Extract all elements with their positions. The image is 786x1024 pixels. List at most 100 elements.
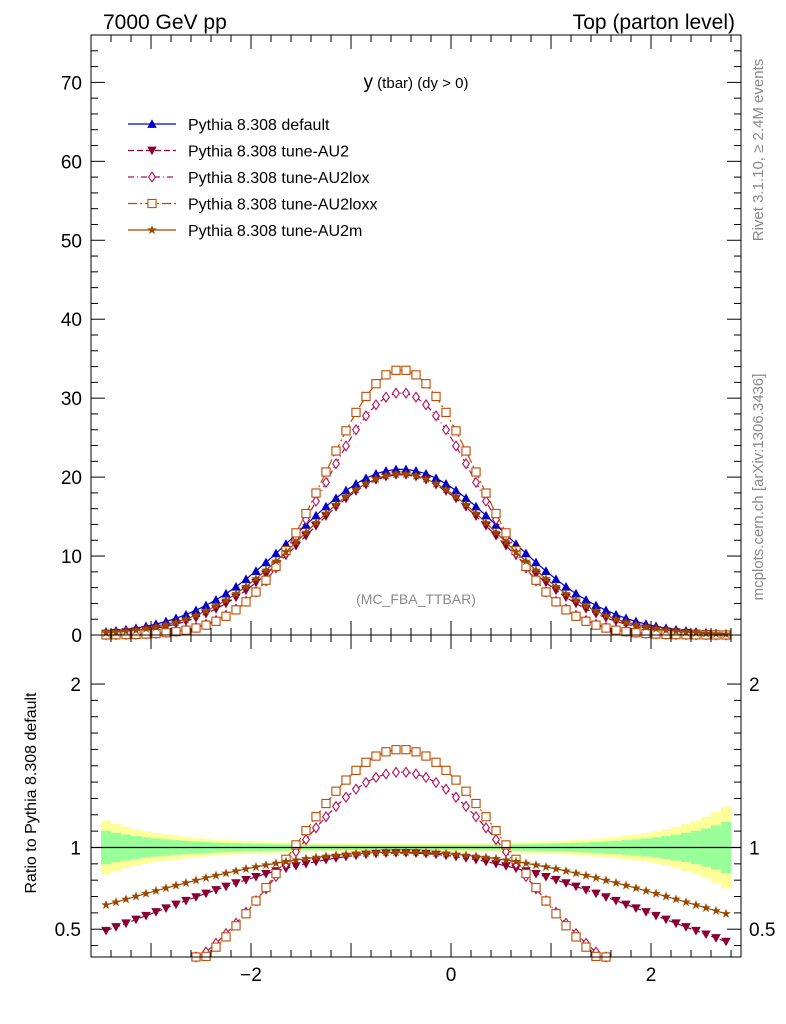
ratio-point-au2loxx: [351, 765, 361, 775]
y-tick-label: 10: [61, 547, 82, 568]
ratio-point-au2: [141, 911, 151, 921]
ratio-point-au2: [291, 862, 301, 871]
ratio-point-au2m: [641, 885, 651, 895]
data-point-au2m: [671, 626, 681, 636]
x-tick-label: 0: [446, 965, 457, 986]
ratio-point-au2loxx: [531, 882, 541, 893]
data-point-default: [401, 464, 411, 474]
ratio-point-au2m: [721, 908, 731, 918]
ratio-point-au2m: [491, 853, 501, 863]
ratio-point-au2m: [441, 848, 451, 858]
ratio-point-au2: [131, 915, 141, 925]
ratio-point-au2m: [571, 868, 581, 878]
data-point-au2m: [181, 614, 191, 624]
ratio-point-au2m: [501, 855, 511, 865]
ratio-point-au2loxx: [301, 826, 311, 836]
data-point-au2m: [141, 623, 151, 633]
ratio-point-au2lox: [341, 791, 351, 803]
data-point-au2lox: [421, 399, 431, 411]
data-point-au2m: [411, 470, 421, 480]
ratio-point-au2m: [411, 847, 421, 857]
data-point-default: [311, 510, 321, 520]
ratio-point-au2: [681, 923, 691, 932]
legend-marker-au2m: [147, 225, 157, 235]
ratio-point-au2m: [211, 870, 221, 880]
legend: Pythia 8.308 default Pythia 8.308 tune-AU…: [128, 117, 377, 240]
data-point-au2m: [291, 537, 301, 547]
data-point-au2lox: [341, 440, 351, 452]
x-tick-label: −2: [240, 965, 262, 986]
y-tick-label: 30: [61, 389, 82, 410]
ratio-point-au2: [701, 930, 711, 940]
data-point-au2loxx: [231, 605, 241, 615]
ratio-point-au2m: [511, 856, 521, 866]
ratio-point-au2m: [271, 858, 281, 868]
data-point-default: [591, 600, 601, 610]
ratio-y-tick-label-right: 1: [749, 838, 760, 859]
ratio-point-au2m: [621, 880, 631, 890]
ratio-point-au2: [321, 855, 331, 865]
ratio-point-au2loxx: [401, 745, 411, 755]
ratio-point-au2lox: [441, 783, 451, 795]
data-point-au2m: [331, 499, 341, 509]
x-tick-label: 2: [646, 965, 657, 986]
data-point-default: [431, 473, 441, 483]
ratio-point-au2: [721, 937, 731, 947]
ratio-point-au2m: [581, 870, 591, 880]
data-point-au2loxx: [541, 587, 551, 597]
data-point-au2lox: [431, 410, 441, 422]
ratio-point-au2loxx: [381, 747, 391, 757]
data-point-default: [541, 566, 551, 575]
data-point-au2m: [401, 469, 411, 479]
data-point-au2loxx: [471, 467, 481, 477]
data-point-au2loxx: [331, 446, 341, 456]
y-tick-label: 40: [61, 310, 82, 331]
data-point-au2loxx: [611, 625, 621, 635]
data-point-au2loxx: [391, 365, 401, 375]
ratio-point-au2loxx: [231, 921, 241, 931]
data-point-au2loxx: [351, 407, 361, 418]
data-point-au2m: [561, 588, 571, 598]
ratio-line-au2lox: [195, 771, 607, 958]
ratio-point-au2loxx: [421, 751, 431, 761]
data-point-au2lox: [381, 391, 391, 403]
y-tick-label: 0: [71, 626, 82, 647]
data-point-au2m: [311, 517, 321, 527]
plot-title: y (tbar) (dy > 0): [364, 72, 469, 93]
data-point-au2m: [161, 619, 171, 629]
data-point-au2m: [651, 623, 661, 633]
ratio-point-au2m: [611, 877, 621, 887]
data-point-au2loxx: [181, 625, 191, 635]
ratio-point-au2loxx: [571, 932, 581, 942]
ratio-point-au2m: [391, 847, 401, 857]
data-point-au2m: [271, 556, 281, 566]
ratio-point-au2m: [321, 851, 331, 861]
data-point-default: [211, 595, 221, 604]
ratio-point-au2: [111, 923, 121, 932]
ratio-point-au2: [711, 934, 721, 943]
ratio-point-au2m: [101, 899, 111, 910]
ratio-point-au2: [261, 870, 271, 879]
ratio-point-au2lox: [461, 800, 471, 813]
data-point-au2loxx: [631, 628, 641, 638]
ratio-point-au2loxx: [431, 757, 441, 767]
data-point-au2m: [231, 588, 241, 598]
data-point-au2loxx: [241, 597, 251, 607]
ratio-point-au2m: [181, 877, 191, 887]
ratio-panel: 0.5 0.5 1 1 2 2 −2 0 2 Ratio to Pythia 8.308 def…: [23, 634, 775, 986]
data-point-au2loxx: [651, 629, 661, 639]
ratio-point-au2m: [141, 888, 151, 898]
ratio-point-au2loxx: [201, 951, 211, 962]
ratio-ticks: 0.5 0.5 1 1 2 2 −2 0 2: [55, 635, 775, 986]
data-point-au2: [471, 512, 481, 521]
data-point-au2m: [591, 605, 601, 615]
ratio-point-au2: [691, 926, 701, 936]
ratio-point-au2loxx: [291, 840, 301, 850]
ratio-point-au2lox: [311, 822, 321, 834]
data-point-au2lox: [441, 424, 451, 436]
data-point-au2loxx: [591, 620, 601, 630]
plot-title-variable: y: [364, 72, 374, 93]
ratio-point-au2: [201, 889, 211, 899]
ratio-point-au2loxx: [591, 951, 601, 962]
data-point-default: [481, 510, 491, 520]
